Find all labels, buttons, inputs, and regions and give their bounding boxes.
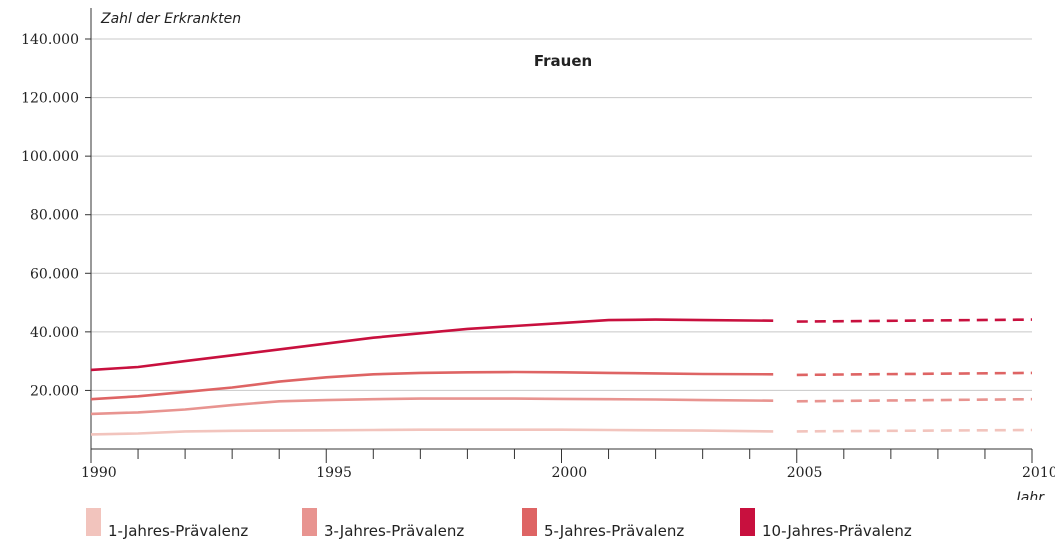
legend-swatch (740, 508, 755, 536)
series-line-projected (796, 318, 1033, 323)
series-group (90, 370, 1033, 401)
legend-label: 5-Jahres-Prävalenz (544, 522, 685, 540)
axes (90, 8, 1032, 450)
x-tick-label: 2005 (787, 465, 823, 481)
y-tick-label: 140.000 (21, 32, 79, 48)
x-tick-label: 2010 (1022, 465, 1055, 481)
x-tick-label: 1990 (81, 465, 117, 481)
series-line-observed (90, 397, 774, 416)
series-group (90, 318, 1033, 372)
y-tick-label: 120.000 (21, 91, 79, 107)
grid-lines (91, 38, 1032, 391)
series-group (90, 428, 1033, 436)
series-line-projected (796, 371, 1033, 377)
legend-swatch (302, 508, 317, 536)
y-tick-label: 60.000 (30, 266, 79, 282)
series-line-projected (796, 397, 1033, 403)
line-chart: 20.000 40.000 60.000 80.000 100.000 120.000 14… (21, 8, 1055, 500)
series-line-projected (796, 428, 1033, 433)
y-tick-label: 20.000 (30, 383, 79, 399)
x-axis-title: Jahr (1014, 490, 1046, 500)
data-series (90, 318, 1033, 436)
series-line-observed (90, 370, 774, 401)
x-tick-label: 2000 (552, 465, 588, 481)
legend-label: 10-Jahres-Prävalenz (762, 522, 912, 540)
series-group (90, 397, 1033, 416)
y-axis-title: Zahl der Erkrankten (100, 11, 241, 27)
x-tick-label: 1995 (316, 465, 352, 481)
chart-title: Frauen (534, 52, 592, 70)
series-line-observed (90, 318, 774, 372)
series-line-observed (90, 428, 774, 436)
legend-label: 1-Jahres-Prävalenz (108, 522, 249, 540)
y-tick-label: 80.000 (30, 208, 79, 224)
ticks: 20.000 40.000 60.000 80.000 100.000 120.000 14… (21, 32, 1055, 481)
y-tick-label: 40.000 (30, 325, 79, 341)
legend-swatch (522, 508, 537, 536)
legend-swatch (86, 508, 101, 536)
y-tick-label: 100.000 (21, 149, 79, 165)
legend-label: 3-Jahres-Prävalenz (324, 522, 465, 540)
legend: 1-Jahres-Prävalenz 3-Jahres-Prävalenz 5-Ja… (86, 508, 1046, 544)
